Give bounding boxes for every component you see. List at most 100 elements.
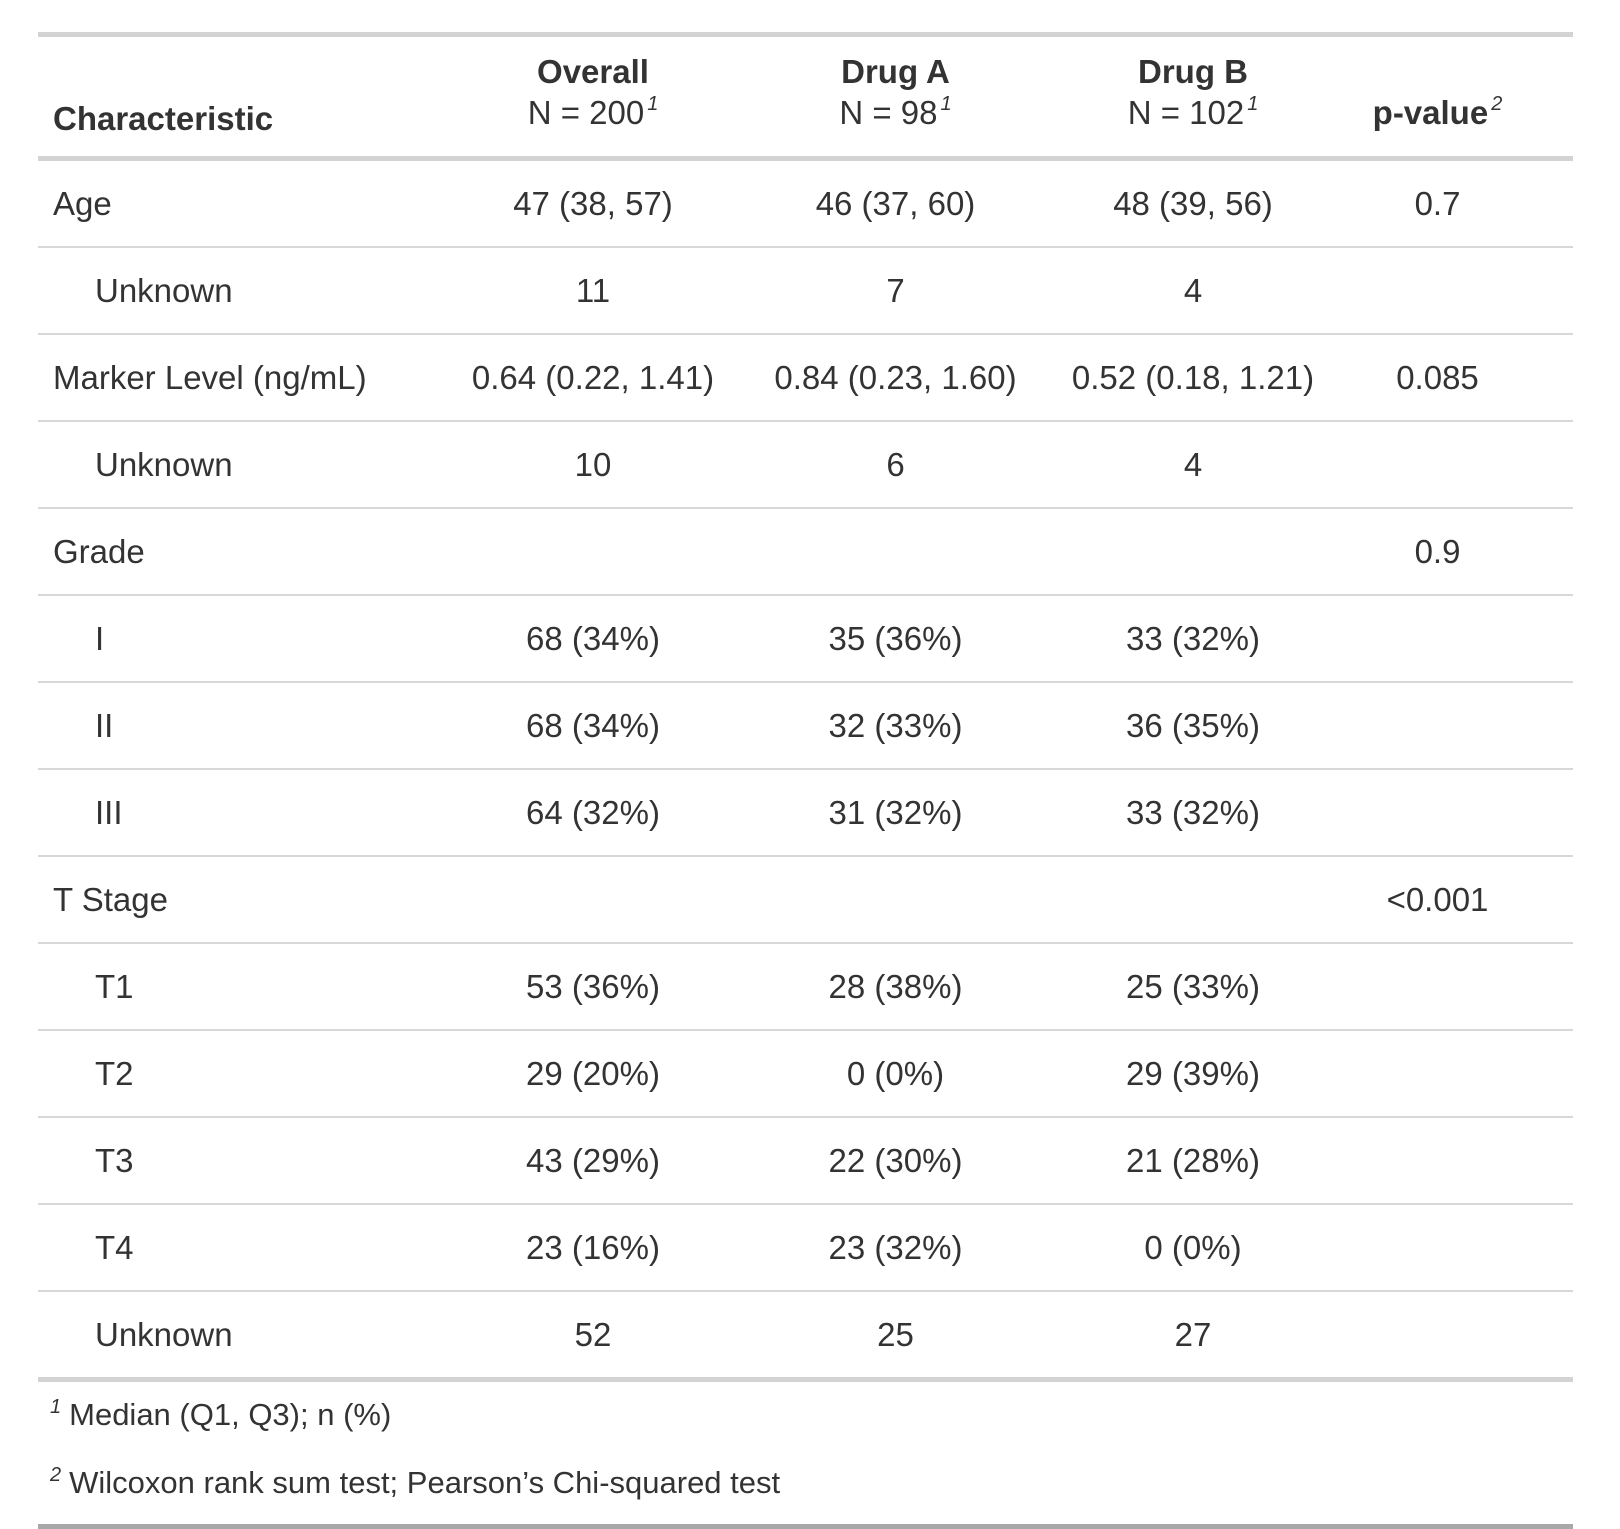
cell-drug-a bbox=[743, 508, 1048, 596]
table-row: T3 43 (29%) 22 (30%) 21 (28%) bbox=[38, 1117, 1573, 1205]
cell-drug-b: 36 (35%) bbox=[1048, 682, 1338, 770]
footnote-2: 2 Wilcoxon rank sum test; Pearson’s Chi-s… bbox=[38, 1450, 1573, 1524]
cell-p-value bbox=[1338, 1117, 1573, 1205]
cell-characteristic: Unknown bbox=[38, 1291, 443, 1382]
cell-drug-b bbox=[1048, 856, 1338, 944]
table-footnotes: 1 Median (Q1, Q3); n (%) 2 Wilcoxon rank su… bbox=[38, 1380, 1573, 1527]
cell-overall: 0.64 (0.22, 1.41) bbox=[443, 334, 743, 422]
table-row: Age 47 (38, 57) 46 (37, 60) 48 (39, 56) 0.7 bbox=[38, 158, 1573, 248]
footnote-marker: 1 bbox=[50, 1396, 62, 1418]
cell-p-value bbox=[1338, 595, 1573, 683]
column-sublabel: N = 102 1 bbox=[1058, 92, 1328, 139]
footnote-marker: 1 bbox=[1247, 93, 1259, 115]
table-row: I 68 (34%) 35 (36%) 33 (32%) bbox=[38, 595, 1573, 683]
table-row: T4 23 (16%) 23 (32%) 0 (0%) bbox=[38, 1204, 1573, 1292]
table-body: Age 47 (38, 57) 46 (37, 60) 48 (39, 56) 0.7 U… bbox=[38, 158, 1573, 1382]
table-row: T1 53 (36%) 28 (38%) 25 (33%) bbox=[38, 943, 1573, 1031]
cell-drug-a: 28 (38%) bbox=[743, 943, 1048, 1031]
cell-drug-a: 7 bbox=[743, 247, 1048, 335]
cell-drug-a: 23 (32%) bbox=[743, 1204, 1048, 1292]
cell-p-value bbox=[1338, 247, 1573, 335]
cell-characteristic: Grade bbox=[38, 508, 443, 596]
column-label: Characteristic bbox=[53, 98, 433, 139]
column-label-text: Drug A bbox=[841, 53, 950, 90]
cell-characteristic: I bbox=[38, 595, 443, 683]
cell-drug-a: 25 bbox=[743, 1291, 1048, 1382]
column-sublabel: N = 200 1 bbox=[453, 92, 733, 139]
table-row: Unknown 10 6 4 bbox=[38, 421, 1573, 509]
footnote-marker: 1 bbox=[940, 93, 952, 115]
cell-drug-a: 35 (36%) bbox=[743, 595, 1048, 683]
cell-characteristic: Age bbox=[38, 158, 443, 248]
column-sublabel-text: N = 200 bbox=[527, 94, 645, 131]
cell-overall: 52 bbox=[443, 1291, 743, 1382]
cell-p-value bbox=[1338, 682, 1573, 770]
cell-overall: 64 (32%) bbox=[443, 769, 743, 857]
cell-characteristic: T1 bbox=[38, 943, 443, 1031]
cell-characteristic: Unknown bbox=[38, 247, 443, 335]
cell-overall bbox=[443, 508, 743, 596]
table-row: Unknown 52 25 27 bbox=[38, 1291, 1573, 1382]
cell-characteristic: T4 bbox=[38, 1204, 443, 1292]
column-sublabel-text: N = 98 bbox=[839, 94, 938, 131]
column-header-overall: Overall N = 200 1 bbox=[443, 34, 743, 161]
cell-drug-b: 33 (32%) bbox=[1048, 769, 1338, 857]
cell-overall: 53 (36%) bbox=[443, 943, 743, 1031]
table-row: II 68 (34%) 32 (33%) 36 (35%) bbox=[38, 682, 1573, 770]
cell-characteristic: III bbox=[38, 769, 443, 857]
column-sublabel-text: N = 102 bbox=[1127, 94, 1245, 131]
table-row: Unknown 11 7 4 bbox=[38, 247, 1573, 335]
cell-drug-a: 0.84 (0.23, 1.60) bbox=[743, 334, 1048, 422]
column-sublabel: N = 98 1 bbox=[753, 92, 1038, 139]
cell-characteristic: Marker Level (ng/mL) bbox=[38, 334, 443, 422]
table-row: Grade 0.9 bbox=[38, 508, 1573, 596]
footnote-row: 1 Median (Q1, Q3); n (%) 2 Wilcoxon rank su… bbox=[38, 1380, 1573, 1527]
cell-overall: 68 (34%) bbox=[443, 682, 743, 770]
cell-p-value bbox=[1338, 1204, 1573, 1292]
cell-p-value: 0.9 bbox=[1338, 508, 1573, 596]
cell-characteristic: T2 bbox=[38, 1030, 443, 1118]
cell-overall: 10 bbox=[443, 421, 743, 509]
cell-overall: 68 (34%) bbox=[443, 595, 743, 683]
footnote-text: Median (Q1, Q3); n (%) bbox=[69, 1397, 392, 1432]
column-label: Drug B bbox=[1058, 51, 1328, 92]
footnote-text: Wilcoxon rank sum test; Pearson’s Chi-sq… bbox=[69, 1465, 781, 1500]
cell-characteristic: Unknown bbox=[38, 421, 443, 509]
cell-drug-b: 4 bbox=[1048, 247, 1338, 335]
cell-drug-b: 33 (32%) bbox=[1048, 595, 1338, 683]
cell-drug-b bbox=[1048, 508, 1338, 596]
cell-p-value bbox=[1338, 421, 1573, 509]
cell-characteristic: II bbox=[38, 682, 443, 770]
cell-drug-b: 27 bbox=[1048, 1291, 1338, 1382]
column-label-text: p-value bbox=[1372, 94, 1489, 131]
cell-drug-b: 29 (39%) bbox=[1048, 1030, 1338, 1118]
cell-overall: 23 (16%) bbox=[443, 1204, 743, 1292]
cell-p-value bbox=[1338, 1291, 1573, 1382]
cell-drug-b: 4 bbox=[1048, 421, 1338, 509]
cell-p-value: 0.085 bbox=[1338, 334, 1573, 422]
table-row: T2 29 (20%) 0 (0%) 29 (39%) bbox=[38, 1030, 1573, 1118]
cell-characteristic: T Stage bbox=[38, 856, 443, 944]
column-header-p_value: p-value 2 bbox=[1338, 34, 1573, 161]
cell-drug-a bbox=[743, 856, 1048, 944]
cell-drug-b: 48 (39, 56) bbox=[1048, 158, 1338, 248]
column-label-text: Overall bbox=[537, 53, 649, 90]
cell-characteristic: T3 bbox=[38, 1117, 443, 1205]
column-label: Drug A bbox=[753, 51, 1038, 92]
footnote-1: 1 Median (Q1, Q3); n (%) bbox=[38, 1382, 1573, 1450]
cell-drug-b: 25 (33%) bbox=[1048, 943, 1338, 1031]
footnote-marker: 2 bbox=[1491, 93, 1503, 115]
cell-overall: 29 (20%) bbox=[443, 1030, 743, 1118]
column-label: p-value 2 bbox=[1348, 92, 1527, 139]
cell-drug-a: 0 (0%) bbox=[743, 1030, 1048, 1118]
footnote-cell: 1 Median (Q1, Q3); n (%) 2 Wilcoxon rank su… bbox=[38, 1380, 1573, 1527]
cell-drug-b: 0 (0%) bbox=[1048, 1204, 1338, 1292]
cell-drug-b: 21 (28%) bbox=[1048, 1117, 1338, 1205]
cell-overall bbox=[443, 856, 743, 944]
